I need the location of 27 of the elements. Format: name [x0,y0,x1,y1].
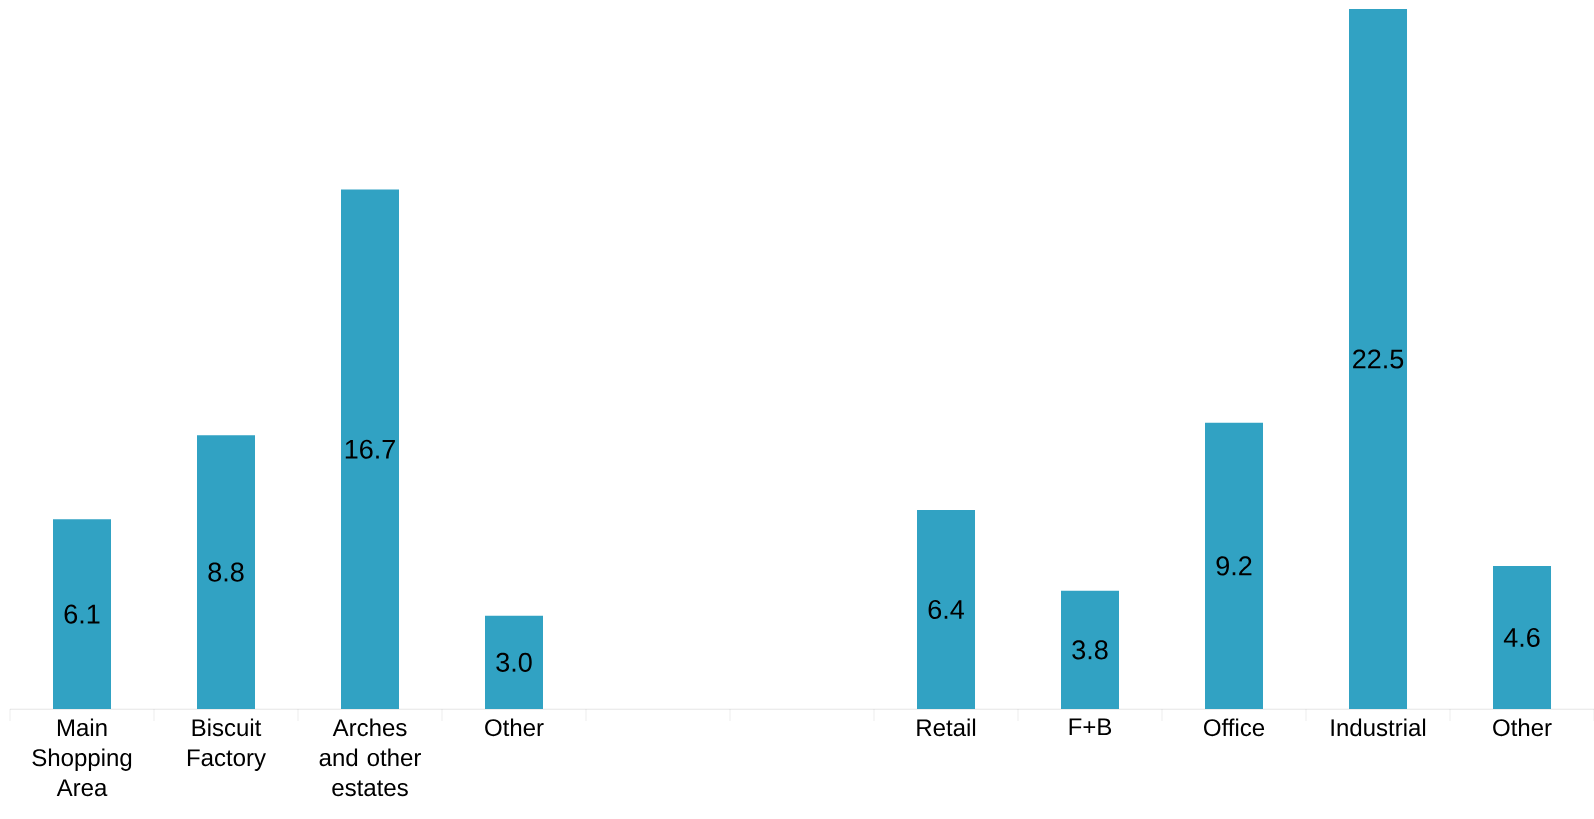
bar [1205,422,1264,709]
x-tick-label: Office [1204,718,1265,737]
x-tick-label: Main Shopping Area [32,718,132,797]
x-tick-label: Biscuit Factory [187,718,266,771]
bar [1061,590,1120,709]
x-tick-label: F+B [1069,718,1112,736]
data-label: 8.8 [208,562,244,582]
x-tick-label: Other [485,718,544,737]
x-tick-label: Retail [917,718,976,737]
bar [53,519,111,709]
x-tick-label: Industrial [1331,718,1426,737]
x-tick-label: Other [1493,718,1552,737]
data-label: 22.5 [1353,349,1404,369]
bar [341,189,399,709]
bar [485,615,543,709]
data-label: 3.8 [1072,640,1108,660]
data-label: 6.4 [928,599,964,619]
x-tick-label: Arches and other estates [319,718,421,797]
bar [1349,8,1408,709]
data-label: 9.2 [1216,556,1252,576]
bar [197,435,256,709]
bar [917,509,976,709]
data-label: 4.6 [1503,627,1540,648]
data-label: 16.7 [345,439,395,459]
data-label: 3.0 [496,652,532,672]
data-label: 6.1 [64,604,100,624]
bar [1493,565,1552,709]
